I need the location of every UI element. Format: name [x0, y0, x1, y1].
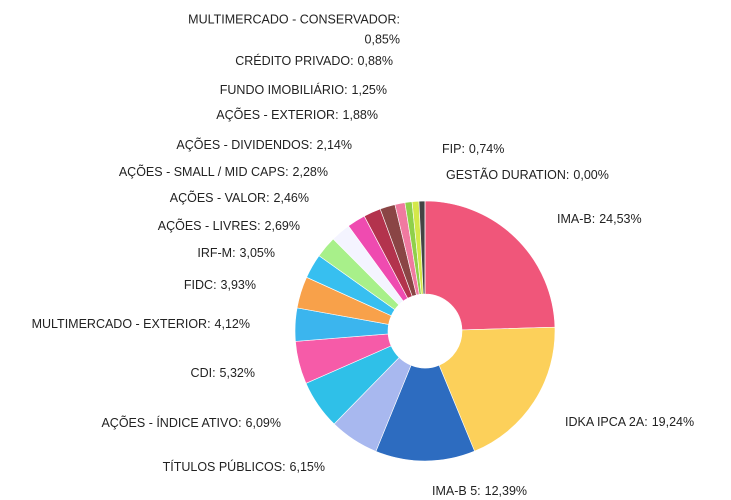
data-label: CRÉDITO PRIVADO: 0,88% [235, 53, 393, 68]
data-label: IRF-M: 3,05% [197, 246, 275, 260]
value-label: 0,85% [365, 32, 400, 46]
value-label: 19,24% [652, 415, 694, 429]
category-label: IMA-B 5: [432, 484, 481, 498]
category-label: CDI: [191, 366, 216, 380]
data-label: AÇÕES - LIVRES: 2,69% [158, 218, 300, 233]
category-label: AÇÕES - SMALL / MID CAPS: [119, 164, 289, 179]
value-label: 2,69% [265, 219, 300, 233]
value-label: 3,05% [240, 246, 275, 260]
category-label: FUNDO IMOBILIÁRIO: [220, 82, 348, 97]
value-label: 0,74% [469, 142, 504, 156]
category-label: FIDC: [184, 278, 217, 292]
value-label: 2,46% [274, 191, 309, 205]
category-label: AÇÕES - LIVRES: [158, 218, 261, 233]
value-label: 2,28% [293, 165, 328, 179]
category-label: FIP: [442, 142, 465, 156]
category-label: IMA-B: [557, 212, 595, 226]
data-label: AÇÕES - SMALL / MID CAPS: 2,28% [119, 164, 328, 179]
value-label: 24,53% [599, 212, 641, 226]
data-label: AÇÕES - DIVIDENDOS: 2,14% [176, 137, 352, 152]
data-label: FUNDO IMOBILIÁRIO: 1,25% [220, 82, 387, 97]
donut-segment [375, 364, 475, 462]
data-label: AÇÕES - EXTERIOR: 1,88% [216, 107, 378, 122]
data-label: FIP: 0,74% [442, 142, 504, 156]
category-label: TÍTULOS PÚBLICOS: [163, 459, 286, 474]
value-label: 12,39% [485, 484, 527, 498]
data-label: IDKA IPCA 2A: 19,24% [565, 415, 694, 429]
data-label: IMA-B 5: 12,39% [432, 484, 527, 498]
data-label: AÇÕES - VALOR: 2,46% [170, 190, 309, 205]
category-label: GESTÃO DURATION: [446, 168, 569, 182]
data-label: TÍTULOS PÚBLICOS: 6,15% [163, 459, 325, 474]
value-label: 0,88% [358, 54, 393, 68]
category-label: CRÉDITO PRIVADO: [235, 53, 353, 68]
category-label: MULTIMERCADO - CONSERVADOR: [188, 12, 400, 26]
category-label: IDKA IPCA 2A: [565, 415, 648, 429]
data-label: GESTÃO DURATION: 0,00% [446, 168, 609, 182]
donut-segment [424, 200, 556, 331]
value-label: 1,88% [343, 108, 378, 122]
value-label: 0,00% [573, 168, 608, 182]
value-label: 4,12% [215, 317, 250, 331]
category-label: AÇÕES - ÍNDICE ATIVO: [101, 415, 241, 430]
data-label: AÇÕES - ÍNDICE ATIVO: 6,09% [101, 415, 281, 430]
value-label: 1,25% [352, 83, 387, 97]
value-label: 6,15% [290, 460, 325, 474]
value-label: 6,09% [246, 416, 281, 430]
value-label: 3,93% [221, 278, 256, 292]
data-label: CDI: 5,32% [191, 366, 255, 380]
category-label: MULTIMERCADO - EXTERIOR: [32, 317, 211, 331]
data-label: FIDC: 3,93% [184, 278, 256, 292]
category-label: AÇÕES - VALOR: [170, 190, 270, 205]
category-label: IRF-M: [197, 246, 235, 260]
donut-segment [438, 326, 556, 452]
category-label: AÇÕES - DIVIDENDOS: [176, 137, 312, 152]
value-label: 2,14% [317, 138, 352, 152]
data-label: IMA-B: 24,53% [557, 212, 642, 226]
category-label: AÇÕES - EXTERIOR: [216, 107, 338, 122]
data-label: MULTIMERCADO - EXTERIOR: 4,12% [32, 317, 250, 331]
value-label: 5,32% [220, 366, 255, 380]
